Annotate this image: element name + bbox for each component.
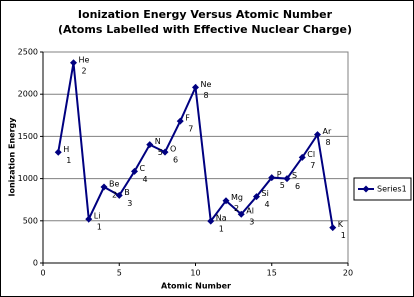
point-label: K xyxy=(338,220,344,229)
charge-label: 7 xyxy=(188,125,193,134)
charge-label: 6 xyxy=(295,182,300,191)
y-tick-label: 500 xyxy=(23,216,38,225)
legend-marker xyxy=(362,185,370,193)
point-label: Li xyxy=(94,212,101,221)
charge-label: 2 xyxy=(82,66,87,75)
marker xyxy=(192,83,199,91)
point-label: Si xyxy=(262,189,269,198)
point-label: S xyxy=(292,171,297,180)
x-tick-label: 20 xyxy=(343,269,353,278)
point-label: Al xyxy=(246,207,254,216)
charge-label: 4 xyxy=(265,200,270,209)
point-label: Cl xyxy=(307,150,315,159)
point-label: F xyxy=(185,114,190,123)
charge-label: 2 xyxy=(234,204,239,213)
x-tick-label: 5 xyxy=(117,269,122,278)
point-label: Na xyxy=(216,214,227,223)
y-tick-label: 2500 xyxy=(18,48,38,57)
point-label: He xyxy=(79,55,90,64)
marker xyxy=(100,183,108,191)
charge-label: 6 xyxy=(173,156,178,165)
marker xyxy=(70,59,77,67)
chart-subtitle: (Atoms Labelled with Effective Nuclear C… xyxy=(58,23,352,36)
charge-label: 1 xyxy=(341,231,346,240)
y-axis-title: Ionization Energy xyxy=(8,117,17,197)
marker xyxy=(268,174,276,182)
point-label: N xyxy=(155,137,161,146)
marker xyxy=(131,167,138,175)
point-label: Ne xyxy=(201,80,212,89)
charge-label: 8 xyxy=(326,138,331,147)
charge-label: 3 xyxy=(127,199,132,208)
marker xyxy=(146,141,154,149)
charge-label: 3 xyxy=(249,218,254,227)
point-label: Be xyxy=(109,180,119,189)
x-axis-title: Atomic Number xyxy=(161,282,231,291)
point-label: O xyxy=(170,145,176,154)
marker xyxy=(54,148,62,156)
legend-box xyxy=(353,177,412,201)
y-tick-label: 0 xyxy=(33,259,38,268)
charge-label: 1 xyxy=(66,156,71,165)
marker xyxy=(253,193,260,201)
point-label: B xyxy=(124,188,130,197)
x-tick-label: 15 xyxy=(267,269,277,278)
point-label: H xyxy=(63,145,69,154)
marker xyxy=(283,175,291,183)
x-tick-label: 10 xyxy=(190,269,200,278)
legend-label: Series1 xyxy=(377,185,407,194)
marker xyxy=(161,148,169,156)
marker xyxy=(237,210,245,218)
marker xyxy=(207,217,215,225)
point-label: Mg xyxy=(231,193,243,202)
charge-label: 7 xyxy=(310,161,315,170)
marker xyxy=(329,224,337,232)
marker xyxy=(298,153,306,161)
marker xyxy=(176,117,184,125)
marker xyxy=(222,197,230,205)
point-label: Ar xyxy=(323,127,332,136)
charge-label: 4 xyxy=(143,175,148,184)
charge-label: 5 xyxy=(158,148,163,157)
charge-label: 8 xyxy=(204,91,209,100)
point-label: C xyxy=(140,164,146,173)
marker xyxy=(115,191,123,199)
charge-label: 1 xyxy=(219,225,224,234)
chart-title: Ionization Energy Versus Atomic Number xyxy=(78,8,333,21)
marker xyxy=(85,215,93,223)
x-tick-label: 0 xyxy=(40,269,45,278)
marker xyxy=(314,131,321,139)
y-tick-label: 2000 xyxy=(18,90,38,99)
point-label: P xyxy=(277,170,282,179)
charge-label: 2 xyxy=(112,191,117,200)
y-tick-label: 1500 xyxy=(18,132,38,141)
charge-label: 1 xyxy=(97,223,102,232)
charge-label: 5 xyxy=(280,181,285,190)
y-tick-label: 1000 xyxy=(18,174,38,183)
